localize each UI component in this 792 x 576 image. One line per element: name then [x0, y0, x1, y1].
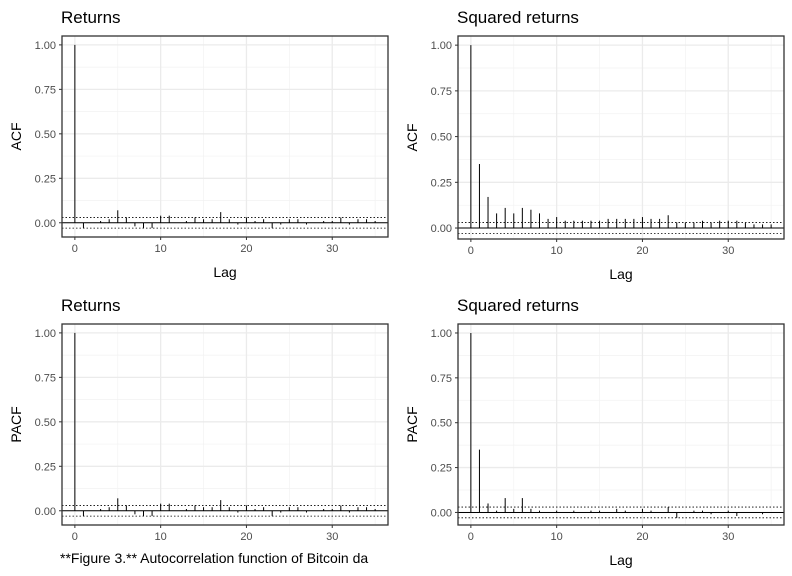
y-tick-label: 0.00	[431, 507, 452, 519]
y-tick-label: 0.50	[431, 418, 452, 430]
y-tick-label: 0.00	[431, 223, 452, 235]
chart-title: Returns	[61, 8, 121, 27]
x-tick-label: 20	[240, 531, 252, 543]
x-tick-label: 10	[551, 245, 563, 257]
plot-border	[61, 323, 389, 526]
y-tick-label: 0.50	[35, 417, 56, 429]
y-tick-label: 0.50	[35, 129, 56, 141]
acf-squared-returns-panel: 0.00 0.25 0.50 0.75 1.00 0 10 20 30 Squared retur…	[396, 0, 792, 288]
y-tick-label: 0.00	[35, 218, 56, 230]
y-tick-label: 0.75	[431, 373, 452, 385]
pacf-squared-returns-chart: 0.00 0.25 0.50 0.75 1.00 0 10 20 30 Squared retur…	[404, 296, 785, 568]
x-tick-label: 20	[240, 243, 252, 255]
plot-area	[458, 36, 784, 239]
y-tick-label: 0.50	[431, 132, 452, 144]
y-tick-label: 1.00	[35, 40, 56, 52]
chart-title: Returns	[61, 296, 121, 315]
plot-area	[458, 324, 784, 525]
x-tick-label: 30	[326, 243, 338, 255]
x-tick-label: 10	[155, 243, 167, 255]
plot-area	[62, 36, 388, 237]
acf-squared-returns-chart: 0.00 0.25 0.50 0.75 1.00 0 10 20 30 Squared retur…	[404, 8, 785, 282]
acf-returns-panel: 0.00 0.25 0.50 0.75 1.00 0 10 20 30 Returns Lag ACF	[0, 0, 396, 288]
plot-area	[62, 324, 388, 525]
y-tick-label: 0.25	[35, 461, 56, 473]
y-tick-label: 1.00	[431, 40, 452, 52]
y-axis-title: PACF	[8, 406, 24, 442]
x-tick-label: 0	[72, 243, 78, 255]
figure-caption: **Figure 3.** Autocorrelation function o…	[60, 550, 369, 566]
x-tick-label: 30	[326, 531, 338, 543]
y-tick-label: 0.75	[35, 84, 56, 96]
y-tick-label: 1.00	[431, 328, 452, 340]
y-axis-title: PACF	[404, 406, 420, 442]
x-tick-label: 20	[636, 531, 648, 543]
y-tick-label: 0.25	[431, 177, 452, 189]
y-tick-label: 0.25	[431, 463, 452, 475]
x-tick-label: 0	[468, 531, 474, 543]
x-tick-label: 30	[722, 531, 734, 543]
x-axis-title: Lag	[609, 552, 632, 568]
pacf-returns-chart: 0.00 0.25 0.50 0.75 1.00 0 10 20 30 Returns PACF	[8, 296, 389, 543]
y-tick-label: 0.00	[35, 506, 56, 518]
plot-border	[457, 323, 785, 526]
x-tick-label: 20	[636, 245, 648, 257]
x-tick-label: 10	[155, 531, 167, 543]
x-tick-label: 0	[468, 245, 474, 257]
acf-returns-chart: 0.00 0.25 0.50 0.75 1.00 0 10 20 30 Returns Lag ACF	[8, 8, 389, 280]
x-axis-title: Lag	[213, 264, 236, 280]
pacf-squared-returns-panel: 0.00 0.25 0.50 0.75 1.00 0 10 20 30 Squared retur…	[396, 288, 792, 576]
x-tick-label: 30	[722, 245, 734, 257]
y-axis-title: ACF	[404, 124, 420, 152]
y-tick-label: 0.75	[431, 86, 452, 98]
x-tick-label: 0	[72, 531, 78, 543]
y-tick-label: 0.25	[35, 173, 56, 185]
chart-title: Squared returns	[457, 296, 579, 315]
x-tick-label: 10	[551, 531, 563, 543]
plot-border	[457, 35, 785, 240]
x-axis-title: Lag	[609, 266, 632, 282]
chart-title: Squared returns	[457, 8, 579, 27]
y-tick-label: 0.75	[35, 372, 56, 384]
plot-border	[61, 35, 389, 238]
y-tick-label: 1.00	[35, 328, 56, 340]
y-axis-title: ACF	[8, 123, 24, 151]
pacf-returns-panel: 0.00 0.25 0.50 0.75 1.00 0 10 20 30 Returns PACF	[0, 288, 396, 576]
